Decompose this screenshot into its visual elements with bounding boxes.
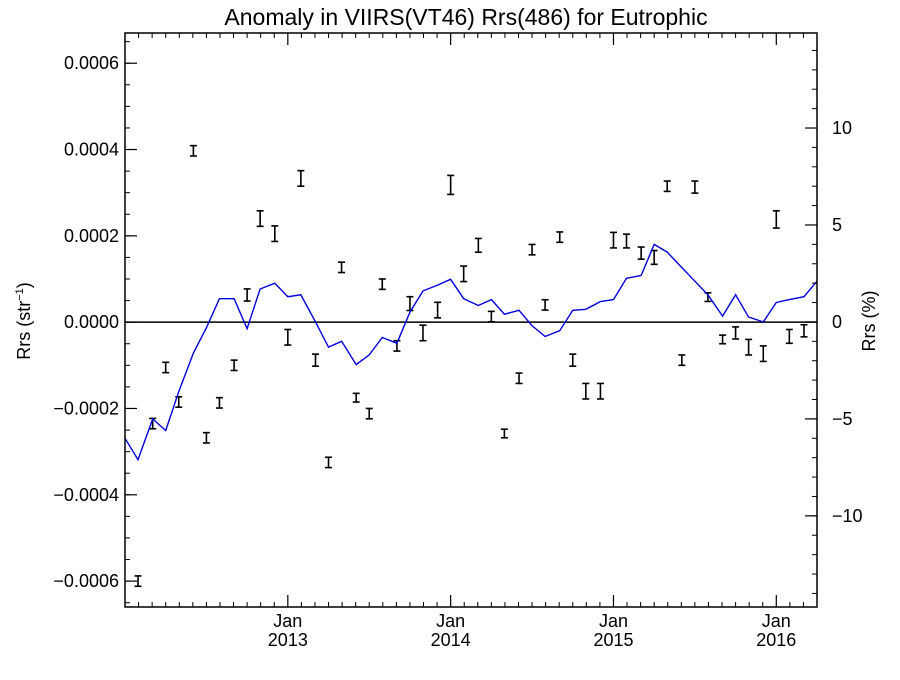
x-tick-label-year: 2016: [756, 630, 796, 650]
error-bar-point: [460, 265, 468, 283]
error-bar-point: [569, 353, 577, 367]
error-bar-point: [434, 301, 442, 319]
error-bar-point: [556, 231, 564, 244]
error-bar-point: [678, 354, 686, 367]
error-bar-point: [759, 345, 767, 363]
right-y-tick-label: −5: [832, 409, 853, 429]
error-bar-point: [487, 310, 495, 323]
x-tick-label-month: Jan: [599, 611, 628, 631]
error-bar-point: [325, 456, 333, 469]
percent-anomaly-line: [124, 243, 818, 462]
left-y-tick-label: −0.0004: [53, 485, 119, 505]
error-bar-point: [500, 428, 508, 439]
error-bar-point: [582, 382, 590, 400]
right-y-axis-label: Rrs (%): [859, 291, 879, 352]
error-bar-point: [691, 180, 699, 194]
axes: 0.0006 0.0004 0.0002 0.0000 −0.0002 −0.0004 −0…: [53, 32, 863, 650]
error-bar-point: [732, 326, 740, 340]
right-y-tick-label: 0: [832, 312, 842, 332]
error-bar-point: [419, 324, 427, 342]
error-bar-point: [284, 328, 292, 346]
error-bar-point: [609, 231, 617, 249]
x-tick-label-year: 2014: [431, 630, 471, 650]
plot-frame: [124, 32, 818, 608]
chart-title: Anomaly in VIIRS(VT46) Rrs(486) for Eutr…: [224, 4, 707, 30]
error-bar-point: [447, 174, 455, 196]
left-y-axis-label-superscript: −1: [14, 288, 26, 301]
right-y-tick-label: 10: [832, 118, 852, 138]
error-bar-point: [785, 328, 793, 345]
error-bar-point: [745, 338, 753, 356]
x-tick-label-month: Jan: [762, 611, 791, 631]
error-bar-point: [800, 323, 808, 338]
error-bar-point: [474, 237, 482, 254]
left-y-axis-label-base: Rrs (str: [14, 301, 34, 360]
left-y-tick-label: −0.0006: [53, 571, 119, 591]
right-y-tick-label: −10: [832, 506, 863, 526]
error-bar-point: [528, 243, 536, 256]
error-bar-point: [338, 261, 346, 274]
left-y-tick-label: 0.0002: [64, 226, 119, 246]
left-y-axis-label: Rrs (str−1): [14, 282, 34, 360]
error-bar-point: [772, 210, 780, 229]
error-bar-point: [256, 210, 264, 228]
error-bar-point: [230, 359, 238, 372]
error-bar-point: [134, 575, 142, 588]
left-y-tick-label: 0.0006: [64, 53, 119, 73]
right-y-tick-label: 5: [832, 215, 842, 235]
x-tick-label-month: Jan: [273, 611, 302, 631]
error-bar-point: [663, 180, 671, 193]
error-bar-point: [719, 334, 727, 345]
error-bar-point: [541, 298, 549, 311]
left-y-tick-label: 0.0004: [64, 140, 119, 160]
left-y-axis-label-close: ): [14, 282, 34, 288]
error-bar-point: [365, 407, 373, 420]
left-y-tick-label: 0.0000: [64, 312, 119, 332]
error-bar-point: [312, 353, 320, 367]
error-bar-point: [243, 288, 251, 302]
error-bar-point: [378, 278, 386, 291]
error-bar-point: [637, 246, 645, 260]
plot-area: [124, 144, 818, 588]
error-bar-point: [189, 144, 197, 157]
x-tick-label-year: 2013: [268, 630, 308, 650]
x-tick-label-month: Jan: [436, 611, 465, 631]
error-bar-point: [596, 382, 604, 400]
error-bar-point: [352, 392, 360, 403]
error-bar-point: [622, 233, 630, 249]
x-tick-label-year: 2015: [593, 630, 633, 650]
error-bar-point: [406, 295, 414, 312]
error-bar-point: [202, 431, 210, 444]
error-bar-point: [162, 361, 170, 374]
error-bar-point: [271, 225, 279, 243]
left-y-tick-label: −0.0002: [53, 398, 119, 418]
error-bar-point: [215, 396, 223, 409]
error-bar-point: [650, 249, 658, 266]
error-bar-point: [297, 169, 305, 188]
error-bar-point: [515, 372, 523, 385]
